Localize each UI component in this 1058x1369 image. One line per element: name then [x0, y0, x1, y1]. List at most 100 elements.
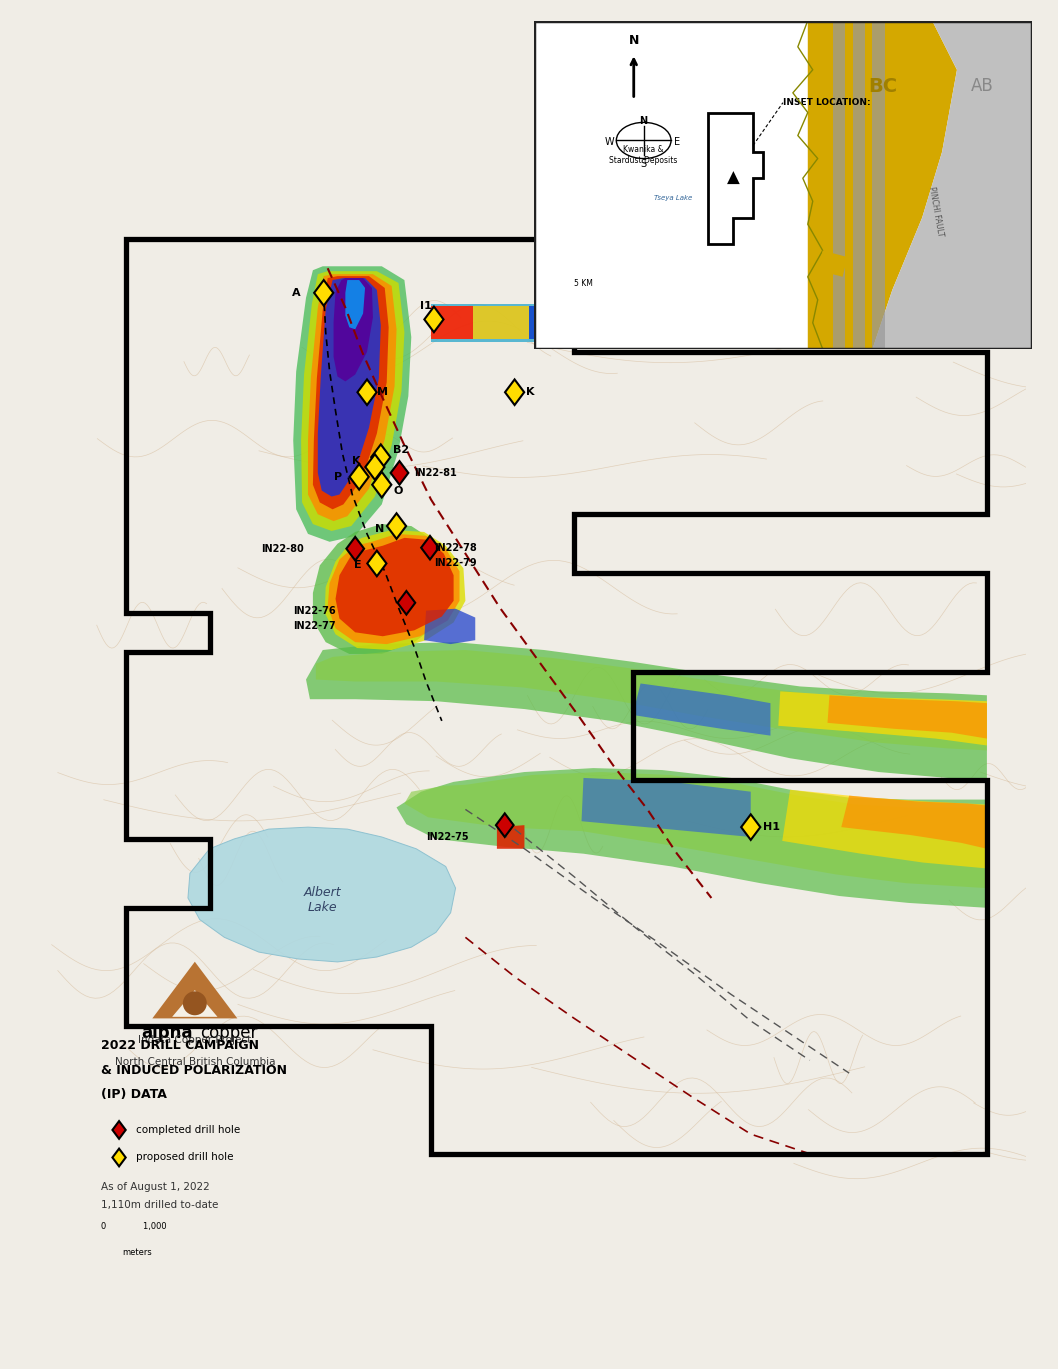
Polygon shape — [833, 21, 845, 349]
Polygon shape — [112, 1149, 126, 1166]
Text: K: K — [527, 387, 535, 397]
Text: North Central British Columbia: North Central British Columbia — [114, 1057, 275, 1066]
Text: E: E — [674, 137, 679, 146]
Text: N: N — [628, 34, 639, 47]
Polygon shape — [367, 550, 386, 576]
Polygon shape — [313, 277, 388, 509]
Text: S: S — [641, 159, 646, 168]
Polygon shape — [779, 691, 987, 746]
Text: B2: B2 — [393, 445, 408, 456]
Polygon shape — [390, 461, 408, 485]
Polygon shape — [431, 304, 987, 342]
Polygon shape — [529, 305, 692, 340]
Text: IN22-77: IN22-77 — [293, 622, 335, 631]
Polygon shape — [853, 21, 865, 349]
Polygon shape — [387, 513, 406, 539]
Polygon shape — [293, 267, 412, 542]
Polygon shape — [827, 695, 987, 738]
Text: completed drill hole: completed drill hole — [135, 1125, 240, 1135]
Text: Kwanika &
Stardust Deposits: Kwanika & Stardust Deposits — [609, 145, 678, 164]
Polygon shape — [358, 379, 377, 405]
Text: 0              1,000: 0 1,000 — [102, 1223, 167, 1231]
Polygon shape — [325, 530, 466, 650]
Text: IN22-74: IN22-74 — [623, 294, 665, 305]
Polygon shape — [308, 274, 397, 522]
Polygon shape — [152, 962, 237, 1019]
Text: BC: BC — [868, 77, 897, 96]
Polygon shape — [742, 815, 761, 841]
Text: IN22-78: IN22-78 — [434, 542, 477, 553]
Polygon shape — [397, 768, 987, 908]
Polygon shape — [333, 278, 372, 382]
Text: N: N — [376, 524, 385, 534]
Text: Indata Copper Project: Indata Copper Project — [139, 1035, 252, 1046]
Polygon shape — [692, 305, 829, 340]
Polygon shape — [346, 537, 364, 560]
Text: (IP) DATA: (IP) DATA — [102, 1088, 167, 1102]
Polygon shape — [431, 305, 473, 340]
Polygon shape — [633, 683, 770, 735]
Text: N: N — [640, 115, 647, 126]
Text: Q2: Q2 — [895, 300, 912, 309]
Text: E: E — [354, 560, 362, 571]
Bar — [148, 1236, 172, 1243]
Polygon shape — [497, 826, 525, 849]
Text: P: P — [334, 472, 343, 482]
Text: O: O — [394, 486, 403, 496]
Polygon shape — [818, 251, 847, 277]
Polygon shape — [421, 535, 439, 560]
Text: IN22-79: IN22-79 — [434, 559, 476, 568]
Text: A: A — [292, 287, 300, 298]
Polygon shape — [808, 21, 957, 349]
Text: W: W — [604, 137, 614, 146]
Polygon shape — [317, 278, 381, 497]
Text: Tseya Lake: Tseya Lake — [655, 194, 693, 201]
Bar — [534, 21, 857, 349]
Text: IN22-75: IN22-75 — [426, 832, 469, 842]
Polygon shape — [188, 827, 456, 962]
Circle shape — [183, 991, 206, 1016]
Text: Albert
Lake: Albert Lake — [304, 886, 342, 914]
Polygon shape — [316, 650, 987, 750]
Polygon shape — [313, 524, 454, 654]
Text: IN22-81: IN22-81 — [415, 468, 457, 478]
Bar — [658, 290, 748, 303]
Polygon shape — [314, 281, 333, 305]
Polygon shape — [604, 308, 622, 331]
Polygon shape — [424, 609, 475, 645]
Polygon shape — [302, 271, 404, 531]
Text: I1: I1 — [420, 301, 432, 311]
Text: ▲: ▲ — [727, 170, 740, 188]
Text: AB: AB — [970, 77, 993, 96]
Text: 1,110m drilled to-date: 1,110m drilled to-date — [102, 1199, 219, 1210]
Bar — [102, 1236, 125, 1243]
Polygon shape — [829, 305, 987, 340]
Text: PINCHI FAULT: PINCHI FAULT — [927, 185, 945, 237]
Polygon shape — [398, 591, 415, 615]
Polygon shape — [112, 1121, 126, 1139]
Polygon shape — [349, 464, 369, 490]
Text: 2022 DRILL CAMPAIGN: 2022 DRILL CAMPAIGN — [102, 1039, 259, 1053]
Polygon shape — [873, 21, 884, 349]
Polygon shape — [335, 538, 454, 637]
Text: Q1: Q1 — [816, 301, 833, 311]
Polygon shape — [782, 790, 987, 868]
Polygon shape — [582, 778, 751, 836]
Polygon shape — [404, 772, 987, 888]
Polygon shape — [889, 307, 908, 333]
Polygon shape — [172, 990, 218, 1017]
Polygon shape — [345, 281, 365, 330]
Text: & INDUCED POLARIZATION: & INDUCED POLARIZATION — [102, 1064, 288, 1077]
Text: H1: H1 — [763, 823, 780, 832]
Polygon shape — [365, 455, 384, 479]
Text: 5 KM: 5 KM — [574, 279, 592, 287]
Text: IN22-76: IN22-76 — [293, 605, 335, 616]
Polygon shape — [496, 813, 513, 836]
Text: alpha: alpha — [142, 1024, 193, 1042]
Polygon shape — [372, 472, 391, 497]
Polygon shape — [328, 534, 459, 645]
Polygon shape — [505, 379, 524, 405]
Polygon shape — [424, 307, 443, 333]
Text: K: K — [351, 456, 360, 465]
Polygon shape — [306, 642, 987, 780]
